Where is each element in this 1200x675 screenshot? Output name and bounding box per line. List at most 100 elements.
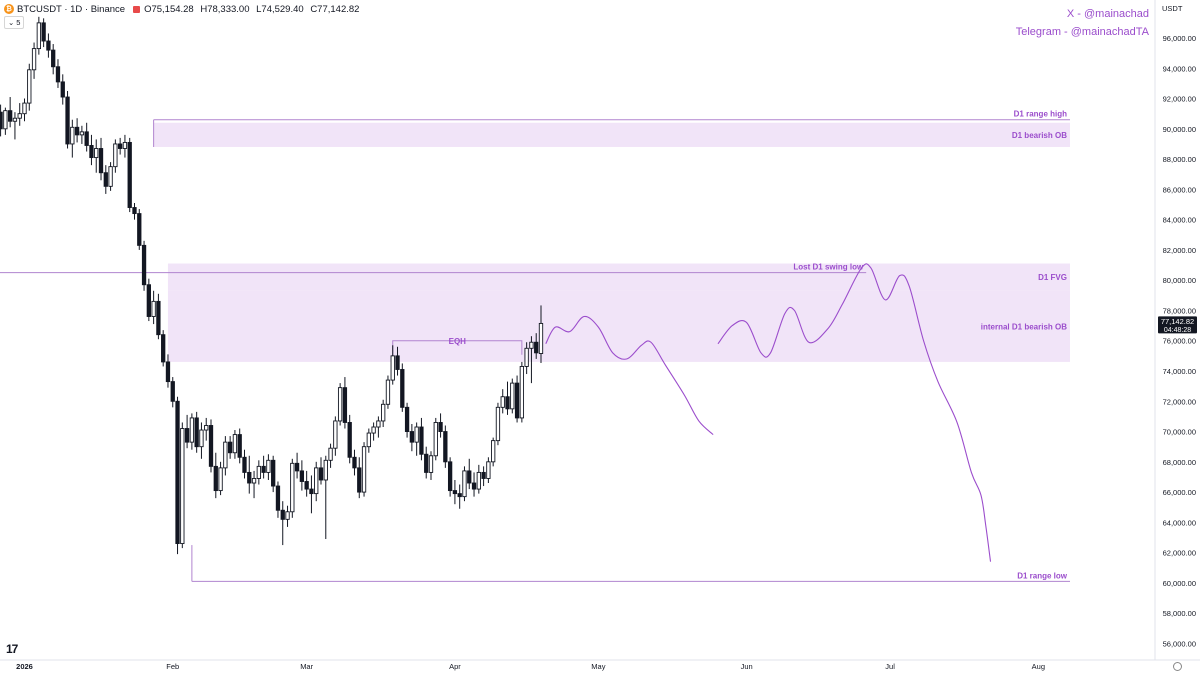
candle[interactable] <box>84 122 89 152</box>
candle[interactable] <box>414 422 419 456</box>
candle[interactable] <box>519 361 525 423</box>
candle[interactable] <box>156 293 161 340</box>
candle[interactable] <box>357 457 362 499</box>
candle[interactable] <box>218 461 223 496</box>
candle[interactable] <box>361 442 367 497</box>
candle[interactable] <box>213 452 218 499</box>
zone-d1-bearish-ob[interactable] <box>153 122 1071 147</box>
candle[interactable] <box>227 436 233 459</box>
candle[interactable] <box>151 290 156 325</box>
candle[interactable] <box>400 363 405 412</box>
indicators-toggle-button[interactable]: ⌄ 5 <box>4 16 25 29</box>
candle[interactable] <box>390 345 395 385</box>
candle[interactable] <box>476 464 481 494</box>
candle[interactable] <box>189 413 195 450</box>
candle[interactable] <box>419 417 424 461</box>
candle[interactable] <box>242 449 247 479</box>
candle[interactable] <box>438 413 443 438</box>
candle[interactable] <box>70 119 75 158</box>
candle[interactable] <box>108 162 113 191</box>
candle[interactable] <box>352 449 357 476</box>
candle[interactable] <box>194 411 199 453</box>
candle[interactable] <box>247 455 252 494</box>
candle[interactable] <box>304 470 309 497</box>
candle[interactable] <box>22 98 27 122</box>
candle[interactable] <box>103 165 108 194</box>
candle[interactable] <box>141 240 147 291</box>
candle[interactable] <box>65 90 70 149</box>
candle[interactable] <box>514 375 520 423</box>
candle[interactable] <box>41 18 46 48</box>
candle[interactable] <box>161 330 166 367</box>
candle[interactable] <box>232 430 238 459</box>
candle[interactable] <box>137 209 142 250</box>
candle[interactable] <box>175 396 180 555</box>
projection-path-2[interactable] <box>717 263 992 562</box>
candle[interactable] <box>180 422 185 549</box>
candle[interactable] <box>309 475 314 514</box>
candle[interactable] <box>280 501 285 546</box>
candle[interactable] <box>424 446 429 479</box>
candle[interactable] <box>381 399 386 428</box>
candle[interactable] <box>290 458 295 518</box>
candle[interactable] <box>94 139 99 173</box>
candle[interactable] <box>266 454 271 480</box>
candle[interactable] <box>51 44 56 75</box>
candle[interactable] <box>529 336 534 384</box>
candle[interactable] <box>55 59 61 88</box>
tradingview-logo-icon[interactable]: 17 <box>6 642 18 656</box>
candle[interactable] <box>538 305 544 363</box>
candle[interactable] <box>443 425 448 468</box>
candle[interactable] <box>0 104 3 137</box>
currency-label[interactable]: USDT <box>1162 4 1183 13</box>
zone-d1-fvg[interactable] <box>167 263 1070 291</box>
candle[interactable] <box>495 402 501 446</box>
symbol-title[interactable]: BTCUSDT · 1D · Binance <box>17 3 126 15</box>
candle[interactable] <box>376 416 381 438</box>
candle[interactable] <box>428 451 434 480</box>
candle[interactable] <box>251 470 257 499</box>
candle[interactable] <box>261 455 266 479</box>
candle[interactable] <box>98 137 104 181</box>
candle[interactable] <box>385 375 391 409</box>
candle[interactable] <box>74 118 80 143</box>
candle[interactable] <box>117 137 123 155</box>
candle[interactable] <box>452 479 458 505</box>
candle[interactable] <box>237 428 242 464</box>
candle[interactable] <box>342 377 348 429</box>
candle[interactable] <box>481 466 486 487</box>
candle[interactable] <box>467 458 472 490</box>
candle[interactable] <box>132 202 137 220</box>
candle[interactable] <box>318 457 324 485</box>
candle[interactable] <box>333 416 338 456</box>
candle[interactable] <box>113 139 118 173</box>
candle[interactable] <box>17 103 22 126</box>
candle[interactable] <box>204 417 209 441</box>
candle[interactable] <box>275 481 281 518</box>
candle[interactable] <box>371 422 376 441</box>
candle[interactable] <box>8 97 13 128</box>
candle[interactable] <box>271 455 276 493</box>
candle[interactable] <box>314 461 319 502</box>
candle[interactable] <box>12 112 18 140</box>
candle[interactable] <box>31 42 37 79</box>
candle[interactable] <box>404 402 410 438</box>
candle[interactable] <box>337 383 343 426</box>
candle[interactable] <box>534 333 539 359</box>
candle[interactable] <box>46 33 51 58</box>
candle[interactable] <box>347 414 352 464</box>
candle[interactable] <box>510 378 515 414</box>
candle[interactable] <box>433 417 438 461</box>
candle[interactable] <box>36 16 41 55</box>
candle[interactable] <box>462 466 467 502</box>
candle[interactable] <box>491 437 496 467</box>
zone-internal-d1-bearish-ob[interactable] <box>167 290 1070 362</box>
candle[interactable] <box>294 452 300 479</box>
candle[interactable] <box>486 457 491 484</box>
candle[interactable] <box>89 134 94 166</box>
candle[interactable] <box>447 457 453 497</box>
candle[interactable] <box>208 419 214 473</box>
candle[interactable] <box>3 107 8 135</box>
candle[interactable] <box>256 460 261 485</box>
settings-icon[interactable] <box>1173 662 1182 671</box>
